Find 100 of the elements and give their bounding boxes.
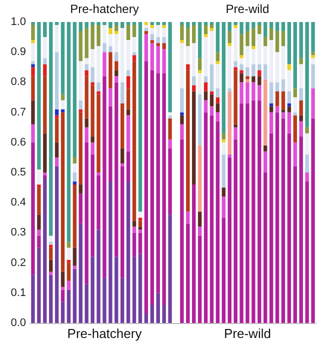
bar xyxy=(246,103,250,323)
bar xyxy=(54,142,59,158)
bar xyxy=(96,172,100,176)
bar xyxy=(240,82,244,104)
bar xyxy=(96,94,100,172)
bar xyxy=(293,88,297,98)
bar xyxy=(198,226,202,236)
bar xyxy=(66,290,71,323)
bar xyxy=(210,28,214,32)
bar xyxy=(293,115,297,142)
bar xyxy=(102,43,106,52)
bar xyxy=(60,286,65,290)
bar xyxy=(240,103,244,323)
bar xyxy=(269,22,274,28)
bar xyxy=(108,28,112,34)
bar xyxy=(37,22,41,170)
y-tick-label: 1.0 xyxy=(10,16,26,28)
bar xyxy=(234,70,238,124)
bar xyxy=(287,70,292,92)
text: Pre-wild xyxy=(226,2,270,16)
bar xyxy=(120,148,124,164)
bar xyxy=(287,106,292,112)
bar xyxy=(90,85,94,136)
bar xyxy=(180,115,184,124)
bar xyxy=(293,22,297,88)
bar xyxy=(210,64,214,92)
bar xyxy=(275,112,280,323)
bar xyxy=(138,218,142,221)
bar xyxy=(156,25,160,38)
bar xyxy=(311,64,315,88)
bar xyxy=(222,133,226,140)
bar xyxy=(150,22,154,26)
bar xyxy=(108,52,112,88)
bar xyxy=(180,139,184,323)
bar xyxy=(198,70,202,74)
bar xyxy=(186,28,190,46)
bar xyxy=(138,220,142,227)
bar xyxy=(31,142,35,275)
bar xyxy=(216,112,220,122)
bar xyxy=(311,118,315,323)
bar xyxy=(96,22,100,26)
bar xyxy=(78,224,82,323)
bar xyxy=(192,76,196,86)
bar xyxy=(287,91,292,104)
bar xyxy=(96,25,100,46)
bar xyxy=(120,163,124,166)
bar xyxy=(264,151,268,172)
bar xyxy=(222,218,226,323)
bar xyxy=(126,88,130,110)
bar xyxy=(281,91,286,110)
bar xyxy=(258,64,262,70)
bar xyxy=(90,67,94,82)
bar xyxy=(114,22,118,26)
bar xyxy=(78,100,82,110)
bar xyxy=(269,112,274,134)
bar xyxy=(150,43,154,70)
bar xyxy=(234,127,238,140)
bar xyxy=(31,61,35,64)
bar xyxy=(37,236,41,248)
bar xyxy=(78,22,82,32)
bar xyxy=(132,226,136,233)
bar xyxy=(132,61,136,221)
bar xyxy=(258,100,262,323)
bar xyxy=(66,248,71,260)
bar xyxy=(156,43,160,46)
bar xyxy=(108,22,112,28)
bar xyxy=(287,133,292,323)
bar xyxy=(222,142,226,154)
bar xyxy=(150,40,154,44)
bar xyxy=(54,109,59,116)
bar xyxy=(228,88,232,92)
bar xyxy=(60,109,65,112)
bar xyxy=(264,145,268,152)
bar xyxy=(37,184,41,188)
bar xyxy=(66,280,71,290)
bar xyxy=(228,22,232,32)
bar xyxy=(204,91,208,100)
bar xyxy=(258,76,262,86)
bar xyxy=(84,127,88,142)
bar xyxy=(162,49,166,74)
bar xyxy=(31,64,35,68)
bar xyxy=(275,82,280,92)
bar xyxy=(246,76,250,80)
bar xyxy=(180,124,184,140)
bar xyxy=(198,212,202,227)
bar xyxy=(72,248,77,266)
bar xyxy=(210,25,214,28)
bar xyxy=(150,25,154,28)
bar xyxy=(120,166,124,278)
bar xyxy=(198,73,202,94)
bar xyxy=(156,292,160,323)
bar xyxy=(54,25,59,52)
bar xyxy=(168,118,172,140)
bar xyxy=(210,91,214,94)
bar xyxy=(43,172,47,176)
bar xyxy=(31,124,35,142)
bar xyxy=(114,25,118,32)
y-tick-label: 0.5 xyxy=(10,166,26,178)
bar xyxy=(114,52,118,62)
bar xyxy=(66,242,71,248)
